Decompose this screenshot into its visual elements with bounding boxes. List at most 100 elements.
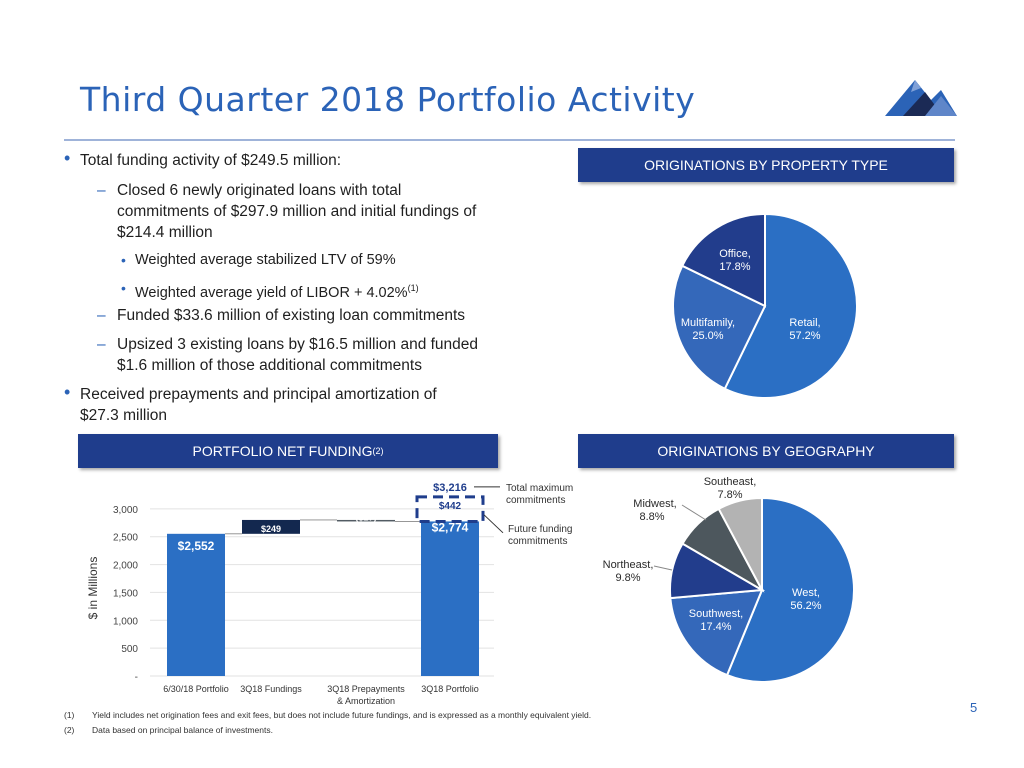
company-logo	[885, 80, 957, 116]
bullet-item: • Received prepayments and principal amor…	[64, 382, 437, 405]
geo-pie-slice-southeast	[717, 496, 763, 591]
net-funding-banner-label: PORTFOLIO NET FUNDING	[192, 443, 373, 459]
footnote-ref: (1)	[407, 283, 419, 293]
bar-2	[242, 519, 300, 534]
geo-pie-slice-label: Southwest,	[689, 608, 743, 620]
future-funding-label: $442	[439, 501, 462, 512]
geo-pie-slice-southwest	[669, 588, 764, 677]
bar-value-label: $2,774	[432, 520, 469, 534]
annotation-future-funding: commitments	[508, 536, 567, 547]
bullet-item: $27.3 million	[80, 405, 167, 426]
geo-pie-slice-value: 17.4%	[700, 621, 731, 633]
geo-pie-slice-value: 8.8%	[639, 511, 664, 523]
geo-pie-slice-value: 9.8%	[615, 572, 640, 584]
bullet-text: Weighted average yield of LIBOR + 4.02%	[135, 285, 408, 301]
footnote-1-text: Yield includes net origination fees and …	[92, 710, 592, 720]
geo-pie-slice-label: Midwest,	[633, 498, 676, 510]
property-type-banner-label: ORIGINATIONS BY PROPERTY TYPE	[644, 157, 888, 173]
property-pie-slice-value: 25.0%	[692, 330, 723, 342]
bullet-text: Total funding activity of $249.5 million…	[80, 152, 342, 169]
geography-banner-label: ORIGINATIONS BY GEOGRAPHY	[657, 443, 875, 459]
bullet-item: – Upsized 3 existing loans by $16.5 milli…	[97, 334, 479, 355]
bullet-text: $1.6 million of those additional commitm…	[117, 357, 422, 374]
annotation-future-funding: Future funding	[508, 524, 573, 535]
property-pie-slice-multifamily	[672, 264, 767, 391]
geo-pie-leader-line	[681, 504, 707, 521]
bullet-item: commitments of $297.9 million and initia…	[117, 201, 476, 222]
footnote-2-text: Data based on principal balance of inves…	[92, 725, 273, 735]
property-pie-slice-office	[680, 212, 766, 308]
footnote-1-number: (1)	[64, 710, 75, 720]
bullet-item: $1.6 million of those additional commitm…	[117, 355, 422, 376]
bullet-marker-icon: •	[64, 382, 71, 402]
title-divider	[64, 139, 955, 141]
bullet-text: Received prepayments and principal amort…	[80, 386, 437, 403]
geo-pie-slice-value: 7.8%	[717, 489, 742, 501]
bullet-text: Weighted average stabilized LTV of 59%	[135, 252, 396, 268]
property-type-banner: ORIGINATIONS BY PROPERTY TYPE	[578, 148, 954, 182]
geography-banner: ORIGINATIONS BY GEOGRAPHY	[578, 434, 954, 468]
bar-value-label: $249	[261, 524, 281, 534]
bullet-item: – Closed 6 newly originated loans with to…	[97, 180, 402, 201]
bullet-item: • Weighted average stabilized LTV of 59%	[121, 250, 396, 271]
bar-category-label: 6/30/18 Portfolio	[163, 684, 229, 694]
bullet-text: $214.4 million	[117, 224, 213, 241]
bar-ytick-label: 2,000	[113, 561, 138, 572]
bullet-text: Funded $33.6 million of existing loan co…	[117, 307, 466, 324]
geo-pie-slice-label: West,	[792, 587, 820, 599]
annotation-total-commitments: Total maximum	[506, 483, 573, 494]
bullet-text: $27.3 million	[80, 407, 168, 424]
bullet-item: • Weighted average yield of LIBOR + 4.02%…	[121, 278, 419, 304]
bullet-marker-icon: •	[64, 148, 71, 168]
bar-4	[421, 521, 479, 676]
net-funding-footnote-ref: (2)	[372, 446, 384, 456]
future-funding-box	[415, 495, 485, 523]
property-pie-slice-value: 17.8%	[719, 261, 750, 273]
geo-pie-slice-midwest	[681, 507, 765, 593]
bar-ytick-label: 3,000	[113, 505, 138, 516]
bullet-item: • Total funding activity of $249.5 millio…	[64, 148, 342, 171]
bullet-marker-icon: •	[121, 252, 126, 268]
total-commitment-label: $3,216	[433, 482, 467, 494]
bar-ytick-label: 1,000	[113, 616, 138, 627]
bar-value-label: ($27)	[355, 512, 376, 522]
property-pie-slice-label: Multifamily,	[681, 317, 735, 329]
page-title: Third Quarter 2018 Portfolio Activity	[80, 80, 696, 119]
bullet-marker-icon: –	[97, 336, 106, 353]
bullet-text: Upsized 3 existing loans by $16.5 millio…	[117, 336, 479, 353]
annotation-leader	[483, 514, 504, 534]
bullet-marker-icon: –	[97, 307, 106, 324]
property-pie-slice-value: 57.2%	[789, 330, 820, 342]
bar-value-label: $2,552	[178, 539, 215, 553]
bar-category-label: 3Q18 Fundings	[240, 684, 302, 694]
bullet-text: commitments of $297.9 million and initia…	[117, 203, 477, 220]
geo-pie-slice-label: Southeast,	[704, 476, 757, 488]
net-funding-banner: PORTFOLIO NET FUNDING (2)	[78, 434, 498, 468]
geo-pie-leader-line	[653, 565, 673, 571]
bar-ytick-label: 2,500	[113, 533, 138, 544]
page-number: 5	[970, 700, 978, 715]
bullet-item: $214.4 million	[117, 222, 213, 243]
bar-3	[337, 519, 395, 522]
bullet-marker-icon: •	[121, 280, 126, 296]
bar-ytick-label: 1,500	[113, 588, 138, 599]
geo-pie-slice-west	[725, 496, 855, 683]
geo-pie-slice-label: Northeast,	[603, 559, 654, 571]
bar-ylabel: $ in Millions	[86, 557, 100, 620]
property-pie-slice-retail	[723, 212, 858, 399]
annotation-total-commitments: commitments	[506, 495, 565, 506]
bullet-text: Closed 6 newly originated loans with tot…	[117, 182, 402, 199]
property-pie-slice-label: Office,	[719, 248, 751, 260]
geo-pie-slice-northeast	[669, 542, 766, 600]
bullet-marker-icon: –	[97, 182, 106, 199]
bar-category-label: 3Q18 Prepayments	[327, 684, 405, 694]
bar-ytick-label: -	[135, 672, 138, 683]
property-pie-slice-label: Retail,	[789, 317, 820, 329]
bar-1	[167, 533, 225, 676]
bar-category-label: & Amortization	[337, 696, 395, 706]
bullet-item: – Funded $33.6 million of existing loan c…	[97, 305, 466, 326]
footnote-2-number: (2)	[64, 725, 75, 735]
geo-pie-slice-value: 56.2%	[790, 600, 821, 612]
bar-ytick-label: 500	[121, 644, 138, 655]
bar-category-label: 3Q18 Portfolio	[421, 684, 479, 694]
